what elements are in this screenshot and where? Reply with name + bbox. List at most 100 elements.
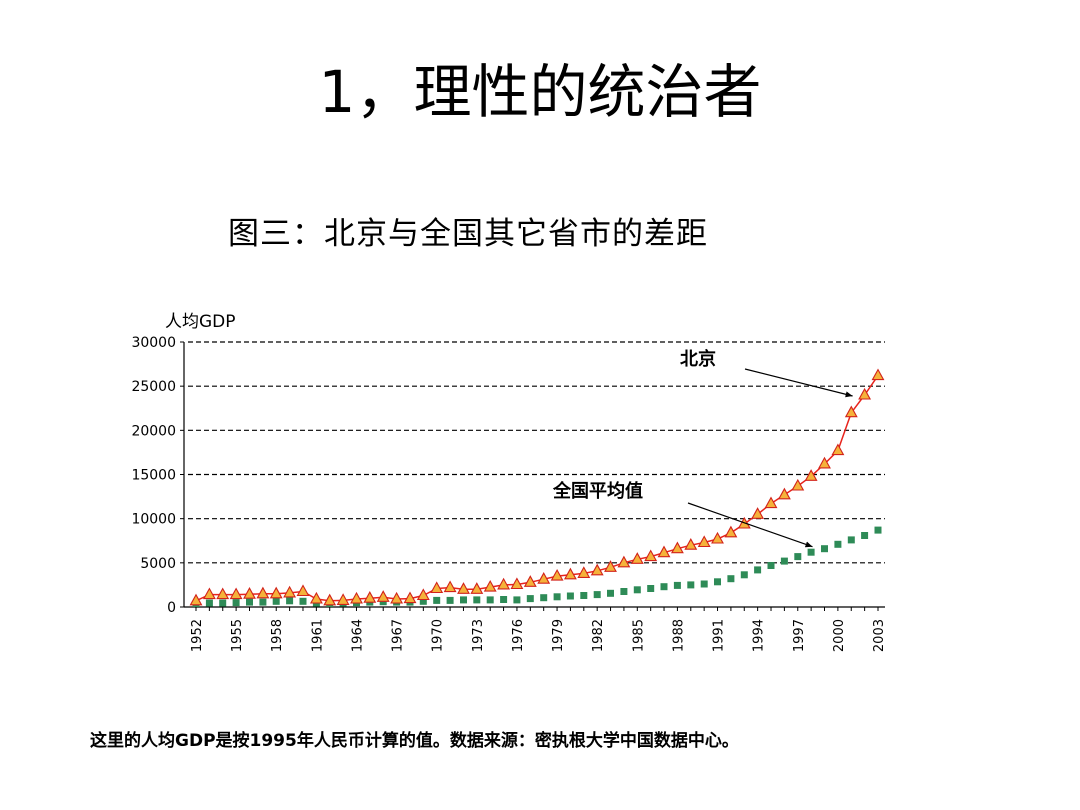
data-point-beijing [443, 580, 457, 593]
data-point-beijing [871, 368, 885, 381]
data-point-beijing [563, 567, 577, 580]
data-point-beijing [269, 586, 283, 599]
data-point-national-average [794, 553, 802, 561]
series-line-beijing [195, 375, 879, 602]
data-point-beijing [617, 555, 631, 568]
source-footnote: 这里的人均GDP是按1995年人民币计算的值。数据来源：密执根大学中国数据中心。 [90, 731, 739, 751]
data-point-beijing [363, 591, 377, 603]
data-point-beijing [510, 577, 524, 590]
data-point-national-average [580, 592, 588, 599]
annotation-label: 全国平均值 [552, 480, 643, 502]
data-point-national-average [727, 575, 735, 583]
data-point-national-average [767, 562, 775, 569]
x-tick-label: 2003 [872, 619, 887, 652]
data-point-national-average [259, 598, 267, 606]
data-point-national-average [700, 580, 708, 588]
x-tick-label: 1976 [511, 619, 526, 652]
data-point-national-average [847, 536, 855, 544]
data-point-beijing [470, 582, 484, 594]
data-point-beijing [202, 587, 216, 600]
data-point-national-average [526, 595, 534, 603]
data-point-beijing [523, 575, 537, 587]
data-point-beijing [590, 563, 604, 576]
data-point-beijing [657, 545, 671, 558]
data-point-beijing [376, 590, 390, 602]
data-point-beijing [256, 586, 270, 599]
data-point-beijing [724, 525, 738, 538]
y-tick-label: 10000 [131, 512, 176, 528]
y-tick-label: 25000 [131, 379, 176, 395]
data-point-beijing [644, 549, 658, 562]
data-point-national-average [553, 593, 561, 601]
data-point-beijing [296, 584, 310, 597]
data-point-national-average [460, 596, 467, 604]
data-point-beijing [350, 591, 363, 604]
x-tick-label: 1970 [431, 619, 446, 652]
data-point-beijing [831, 443, 845, 456]
x-tick-label: 2000 [832, 619, 847, 652]
data-point-beijing [229, 587, 243, 600]
axes: 0 5000 10000 15000 20000 25000 30000 1952 1955 19… [131, 335, 887, 652]
data-point-beijing [243, 587, 256, 599]
data-point-beijing [457, 582, 470, 594]
data-point-beijing [537, 572, 551, 584]
x-tick-label: 1997 [792, 619, 807, 652]
x-tick-label: 1967 [391, 619, 406, 652]
y-tick-label: 15000 [131, 468, 176, 484]
annotation-arrow [687, 502, 813, 548]
x-tick-label: 1955 [230, 619, 245, 652]
data-point-national-average [714, 578, 721, 586]
data-point-beijing [697, 535, 711, 548]
data-point-national-average [673, 581, 681, 589]
grid-lines [188, 341, 885, 564]
x-tick-label: 1964 [350, 619, 365, 652]
data-point-beijing [403, 591, 417, 604]
data-point-beijing [416, 588, 430, 601]
data-point-national-average [620, 588, 628, 595]
x-tick-label: 1988 [671, 619, 686, 652]
data-point-beijing [764, 496, 778, 509]
data-point-national-average [299, 597, 307, 605]
y-tick-label: 0 [167, 600, 176, 616]
data-point-national-average [874, 526, 882, 534]
data-point-national-average [433, 596, 441, 604]
x-tick-label: 1991 [712, 619, 727, 652]
data-point-beijing [430, 581, 444, 594]
y-tick-label: 5000 [140, 556, 176, 572]
data-point-beijing [216, 587, 230, 600]
data-point-national-average [473, 596, 481, 604]
data-point-beijing [550, 568, 564, 581]
series-national-average [192, 526, 882, 607]
data-point-national-average [780, 557, 788, 565]
data-point-beijing [670, 541, 684, 554]
data-point-beijing [777, 487, 791, 500]
data-point-national-average [660, 583, 668, 591]
data-point-beijing [818, 456, 831, 469]
x-tick-label: 1973 [471, 619, 486, 652]
data-point-national-average [419, 597, 427, 605]
data-point-beijing [483, 579, 497, 592]
x-tick-label: 1979 [551, 619, 566, 652]
data-point-beijing [751, 507, 765, 519]
data-point-beijing [630, 552, 644, 564]
data-point-beijing [309, 591, 323, 604]
data-series [189, 368, 885, 607]
data-point-national-average [513, 596, 521, 604]
data-point-national-average [540, 594, 548, 602]
data-point-national-average [687, 581, 695, 589]
data-point-national-average [807, 548, 815, 556]
data-point-beijing [497, 577, 511, 590]
data-point-national-average [754, 566, 762, 574]
data-point-national-average [205, 599, 213, 607]
annotation-arrow [744, 368, 853, 398]
data-point-beijing [791, 478, 805, 491]
annotation-label: 北京 [680, 348, 716, 370]
data-point-national-average [566, 592, 574, 600]
data-point-beijing [684, 538, 698, 550]
y-tick-label: 20000 [131, 423, 176, 439]
data-point-beijing [604, 560, 617, 572]
x-tick-label: 1952 [190, 619, 205, 652]
x-tick-label: 1958 [270, 619, 285, 652]
